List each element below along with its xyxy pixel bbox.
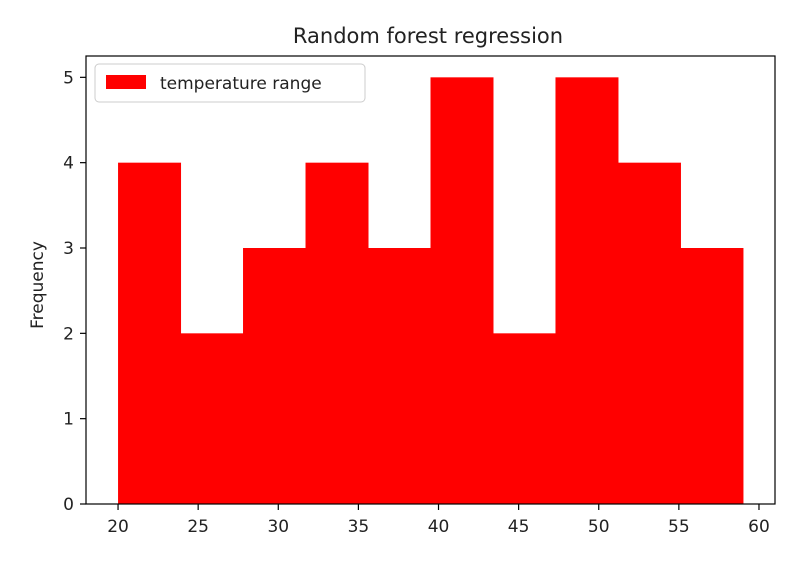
y-axis: 0 1 2 3 4 5 [63,68,86,515]
histogram-bar [118,162,182,504]
y-tick-label: 4 [63,154,74,174]
x-tick-label: 30 [267,517,289,537]
x-tick-label: 35 [348,517,370,537]
y-tick-label: 5 [63,68,74,88]
legend: temperature range [94,63,366,103]
legend-swatch [106,75,146,89]
x-axis: 20 25 30 35 40 45 50 55 60 [107,504,770,537]
histogram-bar [180,333,244,504]
histogram-bar [305,162,369,504]
legend-label: temperature range [160,74,322,94]
histogram-bar [243,248,307,504]
y-tick-label: 2 [63,324,74,344]
histogram-bar [368,248,431,504]
x-tick-label: 20 [107,517,129,537]
y-axis-label: Frequency [28,241,48,329]
x-tick-label: 55 [668,517,690,537]
histogram-bar [555,77,619,504]
histogram-bar [680,248,744,504]
y-tick-label: 3 [63,239,74,259]
y-tick-label: 0 [63,495,74,515]
histogram-bar [430,77,494,504]
x-tick-label: 40 [428,517,450,537]
x-tick-label: 45 [508,517,530,537]
x-tick-label: 50 [588,517,610,537]
y-tick-label: 1 [63,410,74,430]
histogram-bar [492,333,556,504]
x-tick-label: 60 [748,517,770,537]
x-tick-label: 25 [187,517,209,537]
plot-frame [85,55,776,505]
histogram-bar [617,162,681,504]
legend-box [94,63,366,103]
bars-group [118,77,744,504]
chart-title: Random forest regression [293,24,563,48]
